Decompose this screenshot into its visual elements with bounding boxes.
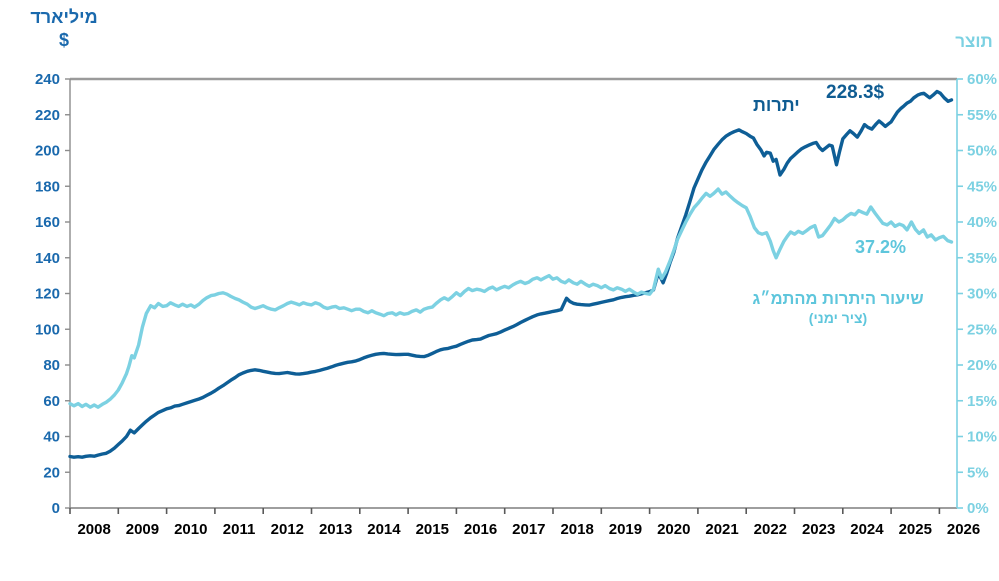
left-axis-tick-label: 60 bbox=[43, 393, 60, 410]
x-axis-tick-label: 2009 bbox=[126, 521, 159, 538]
ratio-series-label-line1: שיעור היתרות מהתמ״ג bbox=[752, 290, 924, 308]
left-axis-title: מיליארד $ bbox=[22, 6, 106, 51]
x-axis-tick-label: 2019 bbox=[609, 521, 642, 538]
x-axis-tick-label: 2016 bbox=[464, 521, 497, 538]
x-axis-tick-label: 2022 bbox=[754, 521, 787, 538]
x-axis-tick-label: 2025 bbox=[899, 521, 932, 538]
x-axis-tick-label: 2015 bbox=[416, 521, 449, 538]
left-axis-tick-label: 200 bbox=[35, 143, 60, 160]
right-axis-tick-label: 10% bbox=[967, 429, 997, 446]
left-axis-title-line2: $ bbox=[58, 29, 69, 50]
right-axis-tick-label: 20% bbox=[967, 357, 997, 374]
left-axis-tick-label: 40 bbox=[43, 429, 60, 446]
right-axis-tick-label: 55% bbox=[967, 107, 997, 124]
ratio-end-value: 37.2% bbox=[855, 237, 907, 257]
ratio-line bbox=[68, 187, 954, 409]
ratio-series-label-line2: (ציר ימני) bbox=[808, 309, 868, 326]
right-axis-tick-label: 35% bbox=[967, 250, 997, 267]
reserves-series-label: יתרות bbox=[753, 95, 800, 115]
right-axis-title: תוצר bbox=[955, 32, 993, 51]
left-axis-tick-label: 0 bbox=[52, 500, 60, 517]
x-axis-tick-label: 2010 bbox=[174, 521, 207, 538]
right-axis-tick-label: 40% bbox=[967, 214, 997, 231]
reserves-end-value: 228.3$ bbox=[826, 82, 885, 103]
left-axis-tick-label: 180 bbox=[35, 178, 60, 195]
left-axis-tick-label: 20 bbox=[43, 464, 60, 481]
right-axis-tick-label: 30% bbox=[967, 286, 997, 303]
x-axis-tick-label: 2014 bbox=[367, 521, 401, 538]
left-axis-tick-label: 160 bbox=[35, 214, 60, 231]
x-axis-tick-label: 2017 bbox=[512, 521, 545, 538]
left-axis-title-line1: מיליארד bbox=[30, 7, 98, 27]
left-axis-tick-label: 220 bbox=[35, 107, 60, 124]
right-axis-tick-label: 60% bbox=[967, 71, 997, 88]
right-axis-tick-label: 15% bbox=[967, 393, 997, 410]
x-axis-tick-label: 2018 bbox=[560, 521, 593, 538]
x-axis-tick-label: 2023 bbox=[802, 521, 835, 538]
left-axis-tick-label: 80 bbox=[43, 357, 60, 374]
left-axis-tick-label: 240 bbox=[35, 71, 60, 88]
x-axis-tick-label: 2008 bbox=[77, 521, 110, 538]
x-axis-tick-label: 2012 bbox=[271, 521, 304, 538]
ratio-series-label: שיעור היתרות מהתמ״ג (ציר ימני) bbox=[712, 290, 964, 327]
x-axis-tick-label: 2024 bbox=[850, 521, 884, 538]
left-axis-tick-label: 100 bbox=[35, 321, 60, 338]
x-axis-tick-label: 2013 bbox=[319, 521, 352, 538]
x-axis-tick-label: 2020 bbox=[657, 521, 690, 538]
x-axis-tick-label: 2026 bbox=[947, 521, 980, 538]
left-axis-tick-label: 140 bbox=[35, 250, 60, 267]
right-axis-tick-label: 50% bbox=[967, 143, 997, 160]
x-axis-tick-label: 2011 bbox=[223, 521, 256, 538]
left-axis-tick-label: 120 bbox=[35, 286, 60, 303]
right-axis-tick-label: 0% bbox=[967, 500, 989, 517]
right-axis-tick-label: 5% bbox=[967, 464, 989, 481]
reserves-line bbox=[68, 89, 954, 459]
x-axis-tick-label: 2021 bbox=[705, 521, 738, 538]
right-axis-tick-label: 25% bbox=[967, 321, 997, 338]
right-axis-tick-label: 45% bbox=[967, 178, 997, 195]
